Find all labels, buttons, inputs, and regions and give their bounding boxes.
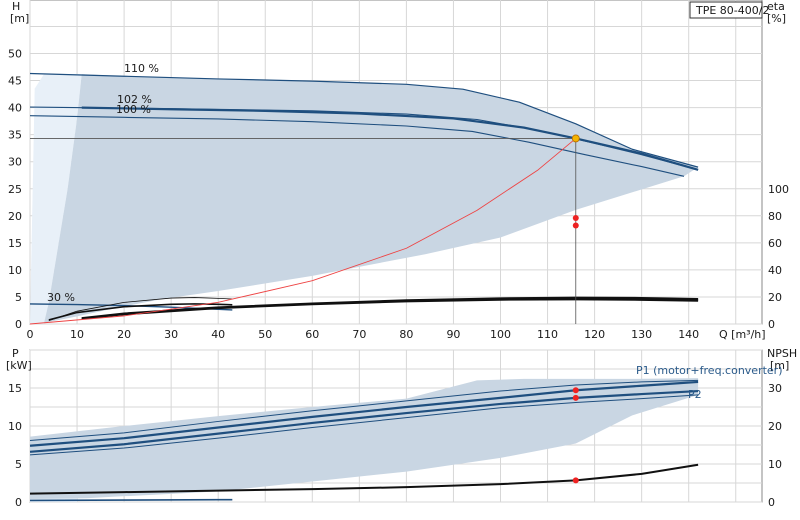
- head-series-line: [29, 72, 699, 168]
- head-axis-label: H: [12, 0, 20, 13]
- x-tick-label: 110: [537, 328, 558, 341]
- head-tick-label: 0: [15, 318, 22, 331]
- head-series-line: [29, 106, 699, 171]
- p2-label: P2: [688, 388, 702, 401]
- x-tick-label: 10: [70, 328, 84, 341]
- power-tick-label: 10: [8, 420, 22, 433]
- speed-annotation: 102 %: [117, 93, 152, 106]
- speed-annotation: 110 %: [124, 62, 159, 75]
- duty-point: [571, 134, 580, 143]
- head-tick-label: 40: [8, 102, 22, 115]
- power-series-line: [29, 498, 233, 502]
- x-tick-label: 60: [305, 328, 319, 341]
- eta-tick-label: 40: [768, 264, 782, 277]
- x-tick-label: 20: [117, 328, 131, 341]
- eta-tick-label: 60: [768, 237, 782, 250]
- power-series-line: [29, 389, 699, 453]
- power-tick-label: 15: [8, 382, 22, 395]
- npsh-tick-label: 20: [768, 420, 782, 433]
- x-tick-label: 30: [164, 328, 178, 341]
- power-tick-label: 5: [15, 458, 22, 471]
- power-axis-label: P: [12, 347, 19, 360]
- npsh-tick-label: 0: [768, 496, 775, 509]
- power-point: [572, 394, 579, 401]
- power-series-line: [29, 380, 699, 447]
- power-series-line: [29, 394, 699, 456]
- x-tick-label: 70: [352, 328, 366, 341]
- head-axis-unit: [m]: [10, 12, 29, 25]
- npsh-tick-label: 30: [768, 382, 782, 395]
- eta-tick-label: 0: [768, 318, 775, 331]
- head-tick-label: 45: [8, 75, 22, 88]
- x-tick-label: 50: [258, 328, 272, 341]
- eta-axis-unit: [%]: [767, 12, 786, 25]
- head-series-line: [81, 298, 699, 319]
- x-tick-label: 40: [211, 328, 225, 341]
- head-tick-label: 20: [8, 210, 22, 223]
- x-tick-label: 90: [446, 328, 460, 341]
- power-axis-unit: [kW]: [6, 359, 32, 372]
- x-tick-label: 130: [631, 328, 652, 341]
- head-envelope-left: [30, 74, 82, 324]
- eta-tick-label: 80: [768, 210, 782, 223]
- efficiency-point: [572, 222, 579, 229]
- head-tick-label: 10: [8, 264, 22, 277]
- head-tick-label: 5: [15, 291, 22, 304]
- power-series-line: [29, 379, 699, 441]
- power-envelope: [30, 378, 699, 499]
- eta-tick-label: 20: [768, 291, 782, 304]
- pump-title: TPE 80-400/2: [695, 4, 769, 17]
- head-tick-label: 35: [8, 129, 22, 142]
- x-tick-label: 120: [584, 328, 605, 341]
- x-tick-label: 140: [678, 328, 699, 341]
- head-tick-label: 30: [8, 156, 22, 169]
- npsh-axis-unit: [m]: [770, 359, 789, 372]
- x-tick-label: 0: [27, 328, 34, 341]
- speed-annotation: 30 %: [47, 291, 75, 304]
- p1-label: P1 (motor+freq.converter): [636, 364, 783, 377]
- head-tick-label: 25: [8, 183, 22, 196]
- head-series-line: [29, 115, 685, 177]
- head-series-line: [48, 303, 233, 321]
- power-series-line: [29, 463, 699, 495]
- flow-axis-label: Q [m³/h]: [719, 328, 766, 341]
- eta-tick-label: 100: [768, 183, 789, 196]
- x-tick-label: 100: [490, 328, 511, 341]
- pump-title-box: [689, 1, 763, 19]
- power-point: [572, 387, 579, 394]
- speed-annotation: 100 %: [116, 103, 151, 116]
- eta-axis-label: eta: [767, 0, 785, 13]
- head-series-line: [48, 297, 233, 322]
- head-efficiency-panel: 0 10 20 30 40 50 60 70 80 90 100 110 120 130 140 0 5 10 15…: [8, 0, 789, 341]
- efficiency-point: [572, 214, 579, 221]
- npsh-tick-label: 10: [768, 458, 782, 471]
- head-series-line: [81, 106, 699, 171]
- head-tick-label: 50: [8, 48, 22, 61]
- npsh-axis-label: NPSH: [767, 347, 797, 360]
- head-tick-label: 15: [8, 237, 22, 250]
- power-tick-label: 0: [15, 496, 22, 509]
- power-npsh-panel: 0 5 10 15 0 10 20 30: [8, 349, 782, 509]
- x-tick-label: 80: [399, 328, 413, 341]
- head-envelope: [44, 74, 699, 323]
- head-series-line: [29, 138, 577, 325]
- power-point: [572, 477, 579, 484]
